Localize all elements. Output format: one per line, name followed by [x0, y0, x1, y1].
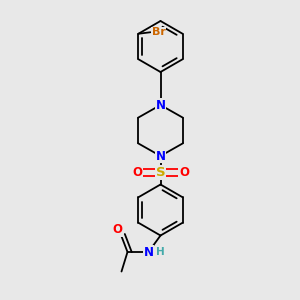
Text: N: N — [155, 149, 166, 163]
Text: N: N — [155, 98, 166, 112]
Text: S: S — [156, 166, 165, 179]
Text: O: O — [112, 223, 122, 236]
Text: O: O — [179, 166, 189, 179]
Text: O: O — [132, 166, 142, 179]
Text: N: N — [143, 245, 154, 259]
Text: Br: Br — [152, 27, 166, 37]
Text: H: H — [156, 247, 165, 257]
